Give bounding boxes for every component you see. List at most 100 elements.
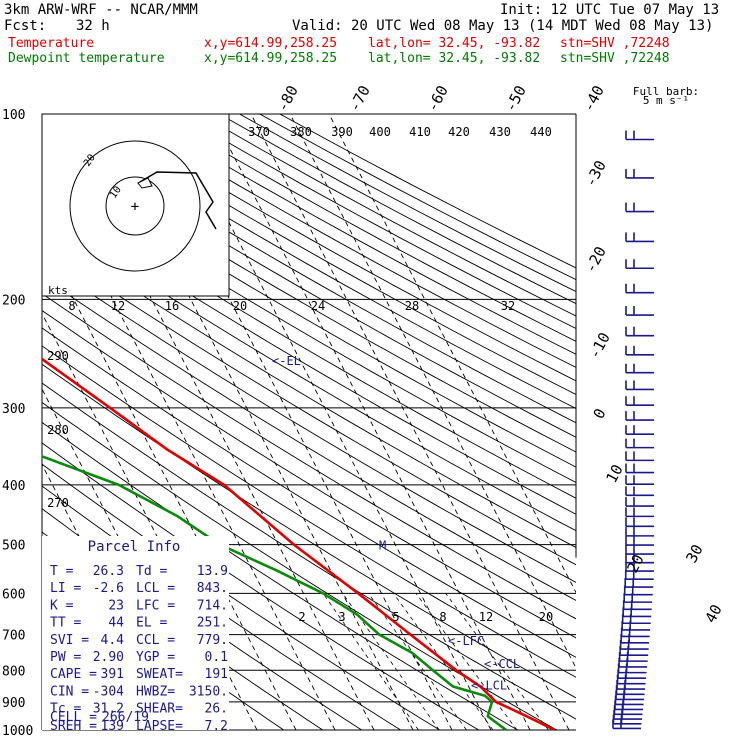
dry-adiabat-label: 280 bbox=[47, 423, 69, 437]
dewpoint-xy: x,y=614.99,258.25 bbox=[204, 51, 338, 66]
pressure-label: 800 bbox=[2, 664, 25, 679]
level-annotation: <-LCL bbox=[471, 678, 507, 692]
parcel-stat-label: T = bbox=[50, 564, 74, 579]
parcel-stat-value: 779. bbox=[197, 633, 228, 648]
hodograph-ring bbox=[105, 176, 165, 236]
isotherm-line bbox=[211, 114, 531, 730]
pressure-label: 500 bbox=[2, 539, 25, 554]
parcel-stat-label: CIN = bbox=[50, 684, 89, 699]
hodograph-scale-label: 24 bbox=[311, 299, 325, 313]
isotherm-label: -60 bbox=[423, 82, 452, 114]
dry-adiabat-line bbox=[42, 293, 576, 620]
dry-adiabat-line bbox=[57, 114, 576, 410]
dry-adiabat-line bbox=[42, 244, 576, 566]
dry-adiabat-line bbox=[42, 363, 576, 699]
theta-label: 440 bbox=[530, 125, 552, 139]
parcel-stat-label: CCL = bbox=[136, 633, 175, 648]
parcel-stat-label: YGP = bbox=[136, 650, 175, 665]
temperature-latlon: lat,lon= 32.45, -93.82 bbox=[368, 36, 541, 51]
isotherm-label: -20 bbox=[581, 243, 610, 275]
hodograph-scale-label: 28 bbox=[405, 299, 419, 313]
hodograph-scale-label: 12 bbox=[111, 299, 125, 313]
pressure-label: 400 bbox=[2, 479, 25, 494]
pressure-label: 600 bbox=[2, 587, 25, 602]
level-annotation: <-CCL bbox=[484, 657, 520, 671]
parcel-stat-value: 2.90 bbox=[93, 650, 124, 665]
parcel-cell-label: CELL = bbox=[50, 710, 97, 725]
parcel-stat-value: 191 bbox=[205, 667, 228, 682]
barb-key-label: Full barb: bbox=[633, 85, 699, 98]
forecast-label: Fcst: bbox=[4, 18, 47, 34]
isotherm-label: -50 bbox=[501, 82, 530, 114]
dry-adiabat-line bbox=[42, 184, 576, 499]
dry-adiabat-line bbox=[42, 327, 576, 658]
theta-label: 380 bbox=[290, 125, 312, 139]
hodograph-center-mark: + bbox=[131, 199, 139, 215]
hodograph-scale-label: 8 bbox=[68, 299, 75, 313]
parcel-stat-value: 13.9 bbox=[197, 564, 228, 579]
parcel-stat-value: 7.2 bbox=[205, 719, 228, 734]
isotherm-label: 20 bbox=[623, 551, 647, 575]
mixing-ratio-label: 3 bbox=[338, 610, 345, 624]
level-annotation: M bbox=[379, 539, 386, 553]
isotherm-label: 40 bbox=[701, 601, 725, 625]
temperature-profile bbox=[42, 357, 556, 730]
dry-adiabat-line bbox=[42, 170, 576, 484]
isotherm-line bbox=[289, 114, 576, 669]
isotherm-line bbox=[328, 114, 576, 594]
parcel-info-panel bbox=[42, 536, 229, 730]
parcel-stat-value: 0.1 bbox=[205, 650, 228, 665]
dewpoint-station: stn=SHV ,72248 bbox=[560, 51, 670, 66]
theta-label: 390 bbox=[331, 125, 353, 139]
forecast-hour: 32 h bbox=[76, 18, 110, 34]
parcel-stat-value: 44 bbox=[108, 616, 124, 631]
parcel-stat-value: 251. bbox=[197, 616, 228, 631]
pressure-label: 900 bbox=[2, 696, 25, 711]
parcel-stat-value: 26. bbox=[205, 702, 228, 717]
parcel-stat-label: PW = bbox=[50, 650, 81, 665]
parcel-stat-label: Tc = bbox=[50, 702, 81, 717]
dewpoint-legend: Dewpoint temperature bbox=[8, 51, 165, 66]
dry-adiabat-line bbox=[42, 156, 576, 468]
hodograph-ring bbox=[69, 140, 201, 272]
temperature-xy: x,y=614.99,258.25 bbox=[204, 36, 338, 51]
theta-label: 410 bbox=[409, 125, 431, 139]
mixing-ratio-label: 8 bbox=[439, 610, 446, 624]
parcel-stat-label: Td = bbox=[136, 564, 167, 579]
parcel-stat-value: 31.2 bbox=[93, 702, 124, 717]
theta-label: 370 bbox=[248, 125, 270, 139]
parcel-info-title: Parcel Info bbox=[88, 539, 181, 555]
dry-adiabat-line bbox=[42, 276, 576, 601]
parcel-cell-value: 266/19 bbox=[102, 710, 149, 725]
parcel-stat-value: 139 bbox=[101, 719, 124, 734]
parcel-stat-label: LFC = bbox=[136, 598, 175, 613]
isotherm-label: 30 bbox=[682, 541, 706, 565]
mixing-ratio-label: 5 bbox=[392, 610, 399, 624]
parcel-stat-label: TT = bbox=[50, 616, 81, 631]
model-title: 3km ARW-WRF -- NCAR/MMM bbox=[4, 2, 198, 18]
parcel-stat-value: 26.3 bbox=[93, 564, 124, 579]
isotherm-label: -40 bbox=[579, 82, 608, 114]
hodograph-box bbox=[41, 113, 230, 297]
hodograph-unit-label: kts bbox=[48, 284, 68, 297]
isotherm-label: -80 bbox=[273, 82, 302, 114]
dry-adiabat-line bbox=[42, 228, 576, 548]
parcel-stat-label: LI = bbox=[50, 581, 81, 596]
parcel-stat-label: K = bbox=[50, 598, 74, 613]
pressure-label: 200 bbox=[2, 293, 25, 308]
level-annotation: <-LFC bbox=[448, 634, 484, 648]
dry-adiabat-line bbox=[42, 198, 576, 515]
parcel-stat-label: LAPSE= bbox=[136, 719, 183, 734]
valid-time: Valid: 20 UTC Wed 08 May 13 (14 MDT Wed … bbox=[292, 18, 714, 34]
parcel-stat-label: LCL = bbox=[136, 581, 175, 596]
mixing-ratio-label: 2 bbox=[298, 610, 305, 624]
parcel-stat-value: 391 bbox=[101, 667, 124, 682]
dry-adiabat-line bbox=[42, 382, 576, 720]
isotherm-label: 0 bbox=[590, 405, 610, 421]
init-time: Init: 12 UTC Tue 07 May 13 bbox=[500, 2, 720, 18]
parcel-stat-label: SHEAR= bbox=[136, 702, 183, 717]
dry-adiabat-line bbox=[42, 309, 576, 639]
pressure-label: 700 bbox=[2, 629, 25, 644]
hodograph-scale-label: 20 bbox=[233, 299, 247, 313]
dry-adiabat-line bbox=[42, 142, 576, 453]
